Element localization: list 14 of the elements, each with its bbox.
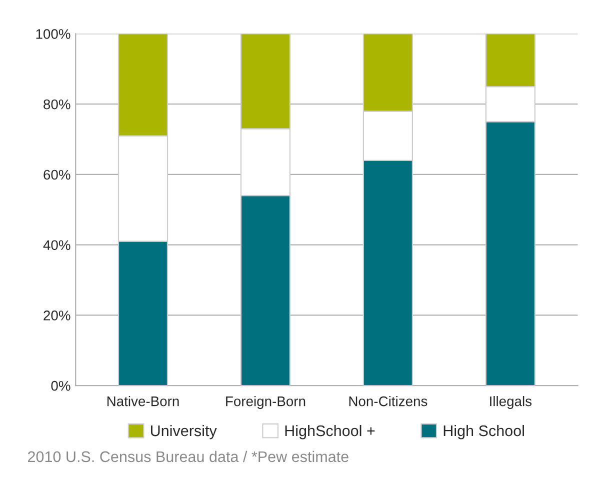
y-tick-label: 100% (36, 29, 70, 39)
text: 2010 U.S. Census Bureau data / *Pew estimate (28, 450, 348, 462)
x-tick-label: Native-Born (107, 396, 179, 406)
legend-label: High School (444, 424, 524, 440)
x-tick-label: Foreign-Born (226, 396, 306, 409)
legend-label: University (150, 424, 217, 440)
y-tick-label: 0% (51, 380, 70, 391)
y-tick-label: 60% (44, 170, 70, 180)
y-tick-label: 20% (44, 310, 70, 320)
x-tick-label: Non-Citizens (349, 396, 428, 406)
x-tick-label: Illegals (490, 396, 532, 409)
y-tick-label: 80% (44, 99, 70, 110)
y-tick-label: 40% (43, 240, 70, 250)
legend-label: HighSchool + (285, 424, 375, 440)
